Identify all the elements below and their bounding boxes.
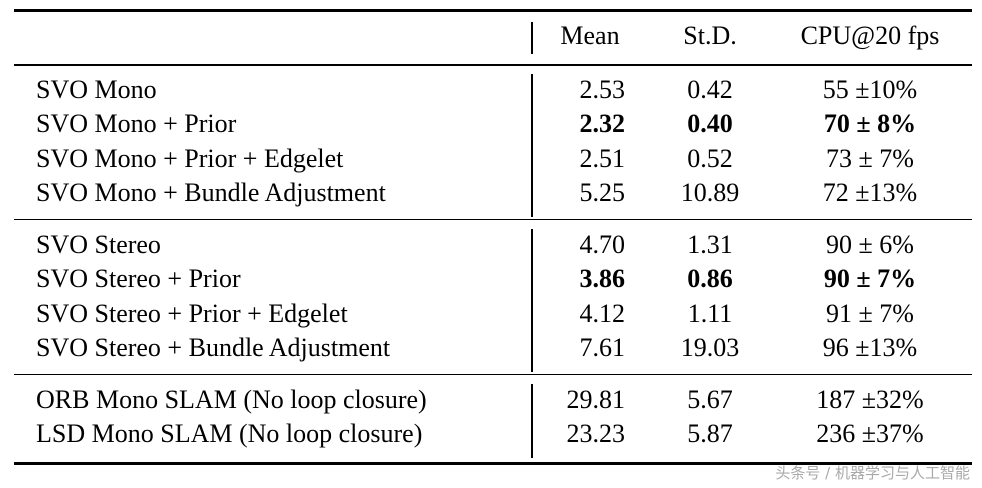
table-cell: 91 ± 7%: [826, 298, 914, 328]
table-cell: 5.25: [579, 177, 626, 207]
table-cell: 0.86: [687, 264, 733, 294]
header-cell: CPU@20 fps: [800, 21, 940, 50]
table-cell: SVO Mono + Bundle Adjustment: [36, 177, 386, 207]
group-rule: [14, 373, 972, 376]
table-cell: SVO Stereo + Prior: [36, 264, 241, 294]
column-separator: [531, 383, 533, 459]
table-cell: 5.87: [687, 419, 733, 449]
table-cell: 236 ±37%: [816, 419, 924, 449]
table-cell: 29.81: [566, 384, 626, 414]
table-cell: 4.12: [579, 298, 626, 328]
table-cell: 187 ±32%: [816, 384, 924, 414]
table-cell: 90 ± 6%: [826, 229, 914, 259]
table-cell: 4.70: [579, 229, 626, 259]
column-separator: [531, 22, 533, 54]
column-separator: [531, 228, 533, 372]
table-cell: 0.42: [687, 75, 733, 104]
table-cell: 2.51: [579, 143, 626, 173]
table-cell: 7.61: [579, 332, 626, 362]
table-cell: 0.40: [687, 109, 733, 139]
table-cell: 5.67: [687, 384, 733, 414]
table-cell: ORB Mono SLAM (No loop closure): [36, 384, 427, 414]
table-cell: SVO Mono + Prior + Edgelet: [36, 143, 344, 173]
table-cell: 55 ±10%: [822, 75, 918, 104]
table-cell: SVO Stereo + Prior + Edgelet: [36, 298, 348, 328]
column-separator: [531, 74, 533, 217]
table-cell: 3.86: [579, 264, 626, 294]
table-cell: 2.32: [579, 109, 626, 139]
table-cell: SVO Stereo + Bundle Adjustment: [36, 332, 391, 362]
table-cell: 23.23: [566, 419, 626, 449]
table-cell: 90 ± 7%: [823, 264, 917, 294]
table-cell: SVO Mono: [36, 75, 157, 104]
table-cell: 1.11: [687, 298, 733, 328]
top-rule: [14, 9, 972, 12]
table-cell: 2.53: [579, 75, 626, 104]
header-cell: Mean: [560, 21, 620, 50]
watermark: 头条号 / 机器学习与人工智能: [775, 462, 970, 483]
table-cell: SVO Stereo: [36, 229, 161, 259]
table-cell: LSD Mono SLAM (No loop closure): [36, 419, 423, 449]
table-cell: 1.31: [687, 229, 733, 259]
table-cell: 96 ±13%: [822, 332, 918, 362]
table-cell: 10.89: [680, 177, 740, 207]
group-rule: [14, 64, 972, 66]
table-cell: 73 ± 7%: [826, 143, 914, 173]
table-cell: 0.52: [687, 143, 733, 173]
table-cell: 19.03: [680, 332, 740, 362]
table-cell: 72 ±13%: [822, 177, 918, 207]
group-rule: [14, 218, 972, 221]
header-cell: St.D.: [683, 21, 737, 50]
bottom-rule: [14, 462, 972, 465]
table-cell: SVO Mono + Prior: [36, 109, 237, 139]
table-cell: 70 ± 8%: [823, 109, 917, 139]
